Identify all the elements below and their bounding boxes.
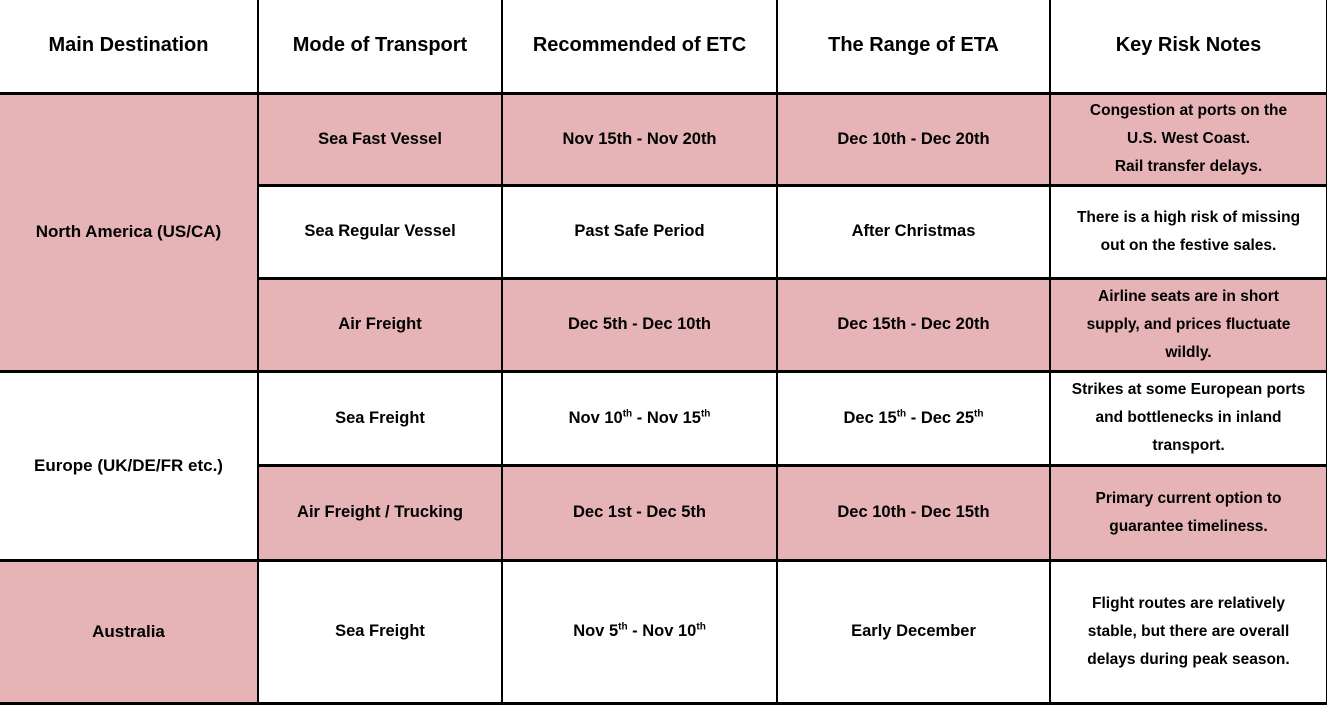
header-cell-mode-of-transport: Mode of Transport — [257, 0, 503, 95]
cell-mode: Sea Freight — [257, 369, 503, 467]
table-row: Sea Regular Vessel Past Safe Period Afte… — [0, 183, 1327, 280]
header-cell-recommended-etc: Recommended of ETC — [501, 0, 778, 95]
cell-notes: Flight routes are relatively stable, but… — [1049, 558, 1327, 705]
table-row: Air Freight / Trucking Dec 1st - Dec 5th… — [0, 463, 1327, 562]
table-row: Air Freight Dec 5th - Dec 10th Dec 15th … — [0, 276, 1327, 373]
cell-eta: Dec 10th - Dec 15th — [776, 463, 1051, 562]
cell-notes: There is a high risk of missing out on t… — [1049, 183, 1327, 280]
cell-notes: Airline seats are in short supply, and p… — [1049, 276, 1327, 373]
table-row: Australia Sea Freight Nov 5th - Nov 10th… — [0, 558, 1327, 705]
cell-eta: Dec 10th - Dec 20th — [776, 91, 1051, 187]
cell-notes: Congestion at ports on the U.S. West Coa… — [1049, 91, 1327, 187]
cell-destination-europe: Europe (UK/DE/FR etc.) — [0, 369, 259, 562]
cell-mode: Sea Regular Vessel — [257, 183, 503, 280]
cell-etc: Nov 15th - Nov 20th — [501, 91, 778, 187]
header-cell-key-risk-notes: Key Risk Notes — [1049, 0, 1327, 95]
cell-mode: Sea Fast Vessel — [257, 91, 503, 187]
cell-etc: Nov 10th - Nov 15th — [501, 369, 778, 467]
cell-notes: Primary current option to guarantee time… — [1049, 463, 1327, 562]
cell-mode: Air Freight / Trucking — [257, 463, 503, 562]
header-row: Main Destination Mode of Transport Recom… — [0, 0, 1327, 95]
cell-eta: Dec 15th - Dec 25th — [776, 369, 1051, 467]
cell-etc: Past Safe Period — [501, 183, 778, 280]
cell-etc: Dec 5th - Dec 10th — [501, 276, 778, 373]
cell-notes: Strikes at some European ports and bottl… — [1049, 369, 1327, 467]
header-cell-main-destination: Main Destination — [0, 0, 259, 95]
cell-eta: After Christmas — [776, 183, 1051, 280]
table-row: Europe (UK/DE/FR etc.) Sea Freight Nov 1… — [0, 369, 1327, 562]
cell-eta: Early December — [776, 558, 1051, 705]
cell-destination-north-america: North America (US/CA) — [0, 91, 259, 373]
cell-etc: Nov 5th - Nov 10th — [501, 558, 778, 705]
cell-mode: Sea Freight — [257, 558, 503, 705]
table-row: North America (US/CA) Sea Fast Vessel No… — [0, 91, 1327, 373]
cell-mode: Air Freight — [257, 276, 503, 373]
cell-eta: Dec 15th - Dec 20th — [776, 276, 1051, 373]
header-cell-range-eta: The Range of ETA — [776, 0, 1051, 95]
cell-etc: Dec 1st - Dec 5th — [501, 463, 778, 562]
cell-destination-australia: Australia — [0, 558, 259, 705]
